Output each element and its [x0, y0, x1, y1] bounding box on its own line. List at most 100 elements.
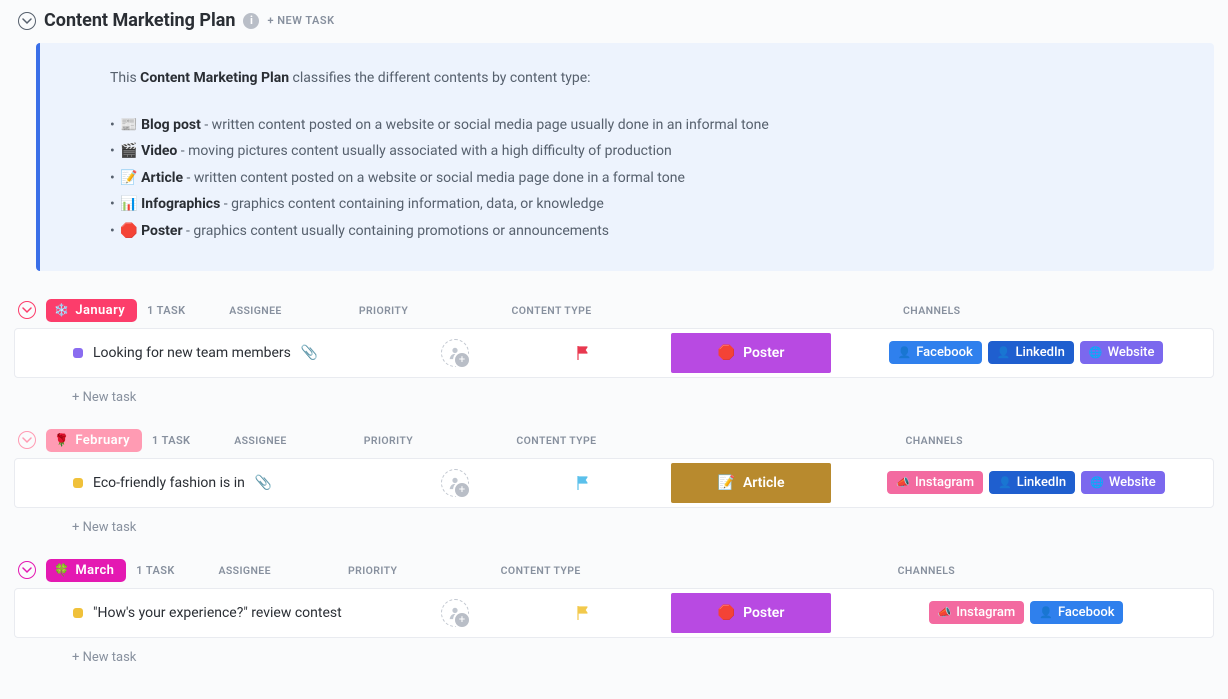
assignee-add-button[interactable]	[441, 599, 469, 627]
description-list: 📰 Blog post - written content posted on …	[110, 112, 1182, 245]
group-header: 🍀 March 1 TASK ASSIGNEE PRIORITY CONTENT…	[14, 559, 1214, 582]
priority-cell[interactable]	[523, 475, 643, 491]
new-task-row[interactable]: + New task	[14, 644, 1214, 671]
col-content-type: CONTENT TYPE	[452, 304, 652, 317]
priority-cell[interactable]	[523, 345, 643, 361]
group-collapse-toggle[interactable]	[18, 301, 36, 319]
channels-cell: 👤Facebook👤LinkedIn🌐Website	[859, 341, 1193, 364]
channel-chip[interactable]: 👤LinkedIn	[989, 471, 1075, 494]
task-group: ❄️ January 1 TASK ASSIGNEE PRIORITY CONT…	[14, 299, 1214, 411]
new-task-row[interactable]: + New task	[14, 384, 1214, 411]
col-priority: PRIORITY	[313, 564, 433, 577]
group-header: 🌹 February 1 TASK ASSIGNEE PRIORITY CONT…	[14, 429, 1214, 452]
task-row[interactable]: Looking for new team members 📎 🛑 Poster …	[14, 328, 1214, 378]
desc-emoji: 📝	[120, 170, 137, 186]
month-icon: 🌹	[54, 433, 69, 447]
new-task-button[interactable]: + NEW TASK	[267, 14, 334, 27]
content-type-cell[interactable]: 🛑 Poster	[651, 593, 851, 633]
task-name[interactable]: "How's your experience?" review contest	[93, 605, 342, 621]
col-channels: CHANNELS	[660, 304, 1204, 317]
channel-chip[interactable]: 🌐Website	[1080, 341, 1164, 364]
channel-chip-label: Website	[1109, 475, 1156, 490]
chevron-down-icon	[22, 565, 32, 575]
channel-chip-icon: 👤	[898, 346, 912, 359]
chevron-down-icon	[22, 435, 32, 445]
desc-title: Infographics	[141, 196, 220, 212]
desc-text: - written content posted on a website or…	[183, 170, 685, 186]
channel-chip-icon: 👤	[1039, 606, 1053, 619]
channel-chip-label: Website	[1108, 345, 1155, 360]
channels-cell: 📣Instagram 👤 Facebook	[859, 601, 1193, 624]
desc-title: Article	[141, 170, 183, 186]
task-name[interactable]: Looking for new team members	[93, 345, 291, 361]
task-row[interactable]: Eco-friendly fashion is in 📎 📝 Article 📣…	[14, 458, 1214, 508]
task-count: 1 TASK	[136, 564, 174, 577]
assignee-cell[interactable]	[395, 339, 515, 367]
group-header: ❄️ January 1 TASK ASSIGNEE PRIORITY CONT…	[14, 299, 1214, 322]
channel-chip[interactable]: 📣Instagram	[887, 471, 983, 494]
month-label: March	[75, 563, 114, 578]
description-panel: This Content Marketing Plan classifies t…	[36, 43, 1214, 271]
content-type-icon: 🛑	[718, 345, 735, 361]
page-title: Content Marketing Plan	[44, 10, 235, 31]
description-item: 🛑 Poster - graphics content usually cont…	[110, 218, 1182, 245]
status-square[interactable]	[73, 478, 83, 488]
content-type-icon: 📝	[718, 475, 735, 491]
priority-cell[interactable]	[523, 605, 643, 621]
channel-chip-label: LinkedIn	[1015, 345, 1064, 360]
person-icon	[448, 346, 462, 360]
group-collapse-toggle[interactable]	[18, 431, 36, 449]
new-task-row[interactable]: + New task	[14, 514, 1214, 541]
assignee-cell[interactable]	[395, 469, 515, 497]
content-type-cell[interactable]: 🛑 Poster	[651, 333, 851, 373]
assignee-add-button[interactable]	[441, 469, 469, 497]
channel-chip[interactable]: 👤 Facebook	[1030, 601, 1123, 624]
col-priority: PRIORITY	[328, 434, 448, 447]
channel-chip[interactable]: 🌐Website	[1081, 471, 1165, 494]
channel-chip-icon: 👤	[997, 346, 1011, 359]
task-name[interactable]: Eco-friendly fashion is in	[93, 475, 245, 491]
person-icon	[448, 606, 462, 620]
month-icon: ❄️	[54, 303, 69, 317]
col-channels: CHANNELS	[664, 434, 1204, 447]
task-group: 🍀 March 1 TASK ASSIGNEE PRIORITY CONTENT…	[14, 559, 1214, 671]
channel-chip-icon: 📣	[938, 606, 952, 619]
attachment-icon[interactable]: 📎	[301, 345, 318, 361]
attachment-icon[interactable]: 📎	[255, 475, 272, 491]
desc-emoji: 🛑	[120, 223, 137, 239]
desc-text: - moving pictures content usually associ…	[177, 143, 671, 159]
intro-post: classifies the different contents by con…	[289, 70, 591, 86]
collapse-toggle[interactable]	[18, 12, 36, 30]
channel-chip[interactable]: 👤 LinkedIn	[988, 341, 1074, 364]
group-collapse-toggle[interactable]	[18, 561, 36, 579]
month-pill[interactable]: 🍀 March	[46, 559, 126, 582]
assignee-cell[interactable]	[395, 599, 515, 627]
month-pill[interactable]: ❄️ January	[46, 299, 137, 322]
task-count: 1 TASK	[147, 304, 185, 317]
task-count: 1 TASK	[152, 434, 190, 447]
col-assignee: ASSIGNEE	[185, 564, 305, 577]
month-pill[interactable]: 🌹 February	[46, 429, 142, 452]
status-square[interactable]	[73, 608, 83, 618]
priority-flag-icon	[575, 475, 591, 491]
channel-chip-label: Facebook	[1058, 605, 1115, 620]
desc-emoji: 📰	[120, 117, 137, 133]
content-type-label: Poster	[743, 345, 784, 361]
channel-chip-label: LinkedIn	[1017, 475, 1066, 490]
desc-title: Video	[141, 143, 177, 159]
assignee-add-button[interactable]	[441, 339, 469, 367]
channel-chip[interactable]: 👤Facebook	[889, 341, 982, 364]
content-type-icon: 🛑	[718, 605, 735, 621]
desc-emoji: 🎬	[120, 143, 137, 159]
channel-chip[interactable]: 📣Instagram	[929, 601, 1025, 624]
status-square[interactable]	[73, 348, 83, 358]
info-icon[interactable]: i	[243, 13, 259, 29]
description-item: 📰 Blog post - written content posted on …	[110, 112, 1182, 139]
col-assignee: ASSIGNEE	[200, 434, 320, 447]
month-label: January	[75, 303, 125, 318]
task-row[interactable]: "How's your experience?" review contest …	[14, 588, 1214, 638]
content-type-cell[interactable]: 📝 Article	[651, 463, 851, 503]
col-channels: CHANNELS	[649, 564, 1204, 577]
col-priority: PRIORITY	[324, 304, 444, 317]
priority-flag-icon	[575, 345, 591, 361]
